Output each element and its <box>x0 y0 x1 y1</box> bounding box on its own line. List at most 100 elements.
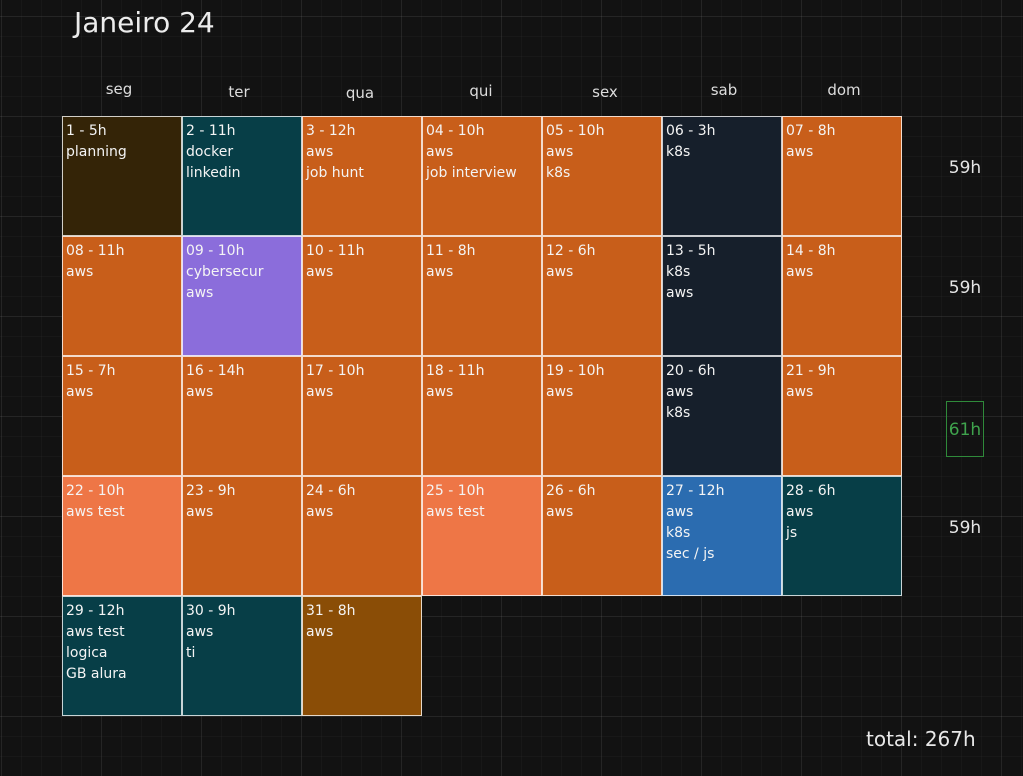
grand-total[interactable]: total: 267h <box>866 727 976 751</box>
day-activity: aws <box>186 384 214 400</box>
day-cell[interactable]: 30 - 9h aws ti <box>182 596 302 716</box>
day-activity: aws <box>306 504 334 520</box>
day-cell[interactable]: 21 - 9h aws <box>782 356 902 476</box>
week-total[interactable]: 59h <box>948 278 982 298</box>
day-cell[interactable]: 2 - 11h docker linkedin <box>182 116 302 236</box>
day-cell[interactable]: 06 - 3h k8s <box>662 116 782 236</box>
weekday-label-sab[interactable]: sab <box>710 81 738 99</box>
day-header: 20 - 6h <box>666 363 716 379</box>
day-cell[interactable]: 26 - 6h aws <box>542 476 662 596</box>
day-activity: aws <box>546 264 574 280</box>
day-cell[interactable]: 25 - 10h aws test <box>422 476 542 596</box>
day-cell[interactable]: 23 - 9h aws <box>182 476 302 596</box>
day-header: 30 - 9h <box>186 603 236 619</box>
day-activity: js <box>786 525 798 541</box>
day-cell[interactable]: 29 - 12h aws test logica GB alura <box>62 596 182 716</box>
day-activity: aws <box>546 504 574 520</box>
day-cell[interactable]: 17 - 10h aws <box>302 356 422 476</box>
day-header: 24 - 6h <box>306 483 356 499</box>
day-activity: aws <box>666 285 694 301</box>
day-cell[interactable]: 18 - 11h aws <box>422 356 542 476</box>
day-activity: GB alura <box>66 666 127 682</box>
day-activity: aws <box>546 144 574 160</box>
day-activity: aws <box>306 384 334 400</box>
day-activity: aws <box>426 384 454 400</box>
day-header: 22 - 10h <box>66 483 125 499</box>
day-cell[interactable]: 14 - 8h aws <box>782 236 902 356</box>
day-activity: aws <box>666 384 694 400</box>
day-activity: aws <box>786 264 814 280</box>
weekday-label-ter[interactable]: ter <box>228 83 250 101</box>
day-activity: k8s <box>666 405 691 421</box>
day-header: 17 - 10h <box>306 363 365 379</box>
day-cell[interactable]: 11 - 8h aws <box>422 236 542 356</box>
day-cell[interactable]: 28 - 6h aws js <box>782 476 902 596</box>
day-cell[interactable]: 09 - 10h cybersecur aws <box>182 236 302 356</box>
day-cell[interactable]: 27 - 12h aws k8s sec / js <box>662 476 782 596</box>
day-cell[interactable]: 08 - 11h aws <box>62 236 182 356</box>
day-activity: aws <box>186 504 214 520</box>
day-activity: aws test <box>426 504 485 520</box>
day-header: 09 - 10h <box>186 243 245 259</box>
day-activity: aws <box>426 264 454 280</box>
day-cell[interactable]: 05 - 10h aws k8s <box>542 116 662 236</box>
day-header: 3 - 12h <box>306 123 356 139</box>
day-activity: aws <box>546 384 574 400</box>
day-activity: cybersecur <box>186 264 264 280</box>
day-cell[interactable]: 1 - 5h planning <box>62 116 182 236</box>
day-cell[interactable]: 24 - 6h aws <box>302 476 422 596</box>
day-activity: sec / js <box>666 546 715 562</box>
day-cell[interactable]: 19 - 10h aws <box>542 356 662 476</box>
day-header: 08 - 11h <box>66 243 125 259</box>
day-cell[interactable]: 07 - 8h aws <box>782 116 902 236</box>
day-header: 11 - 8h <box>426 243 476 259</box>
day-cell[interactable]: 3 - 12h aws job hunt <box>302 116 422 236</box>
day-activity: k8s <box>666 525 691 541</box>
day-cell[interactable]: 12 - 6h aws <box>542 236 662 356</box>
day-header: 14 - 8h <box>786 243 836 259</box>
weekday-label-qui[interactable]: qui <box>469 82 493 100</box>
day-activity: aws test <box>66 504 125 520</box>
day-activity: linkedin <box>186 165 241 181</box>
day-activity: job hunt <box>306 165 364 181</box>
page-title[interactable]: Janeiro 24 <box>74 6 215 39</box>
day-activity: aws <box>186 285 214 301</box>
day-header: 18 - 11h <box>426 363 485 379</box>
day-header: 28 - 6h <box>786 483 836 499</box>
weekday-label-qua[interactable]: qua <box>345 84 375 102</box>
day-header: 15 - 7h <box>66 363 116 379</box>
day-header: 29 - 12h <box>66 603 125 619</box>
day-cell[interactable]: 22 - 10h aws test <box>62 476 182 596</box>
day-activity: aws <box>66 384 94 400</box>
day-activity: aws <box>786 144 814 160</box>
day-cell[interactable]: 04 - 10h aws job interview <box>422 116 542 236</box>
day-header: 05 - 10h <box>546 123 605 139</box>
day-header: 2 - 11h <box>186 123 236 139</box>
day-activity: k8s <box>666 264 691 280</box>
day-cell[interactable]: 13 - 5h k8s aws <box>662 236 782 356</box>
weekday-label-dom[interactable]: dom <box>827 81 861 99</box>
day-cell[interactable]: 10 - 11h aws <box>302 236 422 356</box>
day-activity: aws <box>786 504 814 520</box>
day-header: 26 - 6h <box>546 483 596 499</box>
day-activity: docker <box>186 144 234 160</box>
day-activity: k8s <box>666 144 691 160</box>
week-total[interactable]: 61h <box>946 401 984 457</box>
day-activity: logica <box>66 645 108 661</box>
weekday-label-sex[interactable]: sex <box>592 83 618 101</box>
day-activity: aws <box>666 504 694 520</box>
day-header: 07 - 8h <box>786 123 836 139</box>
day-header: 31 - 8h <box>306 603 356 619</box>
day-cell[interactable]: 15 - 7h aws <box>62 356 182 476</box>
week-total[interactable]: 59h <box>948 518 982 538</box>
day-header: 19 - 10h <box>546 363 605 379</box>
day-cell[interactable]: 31 - 8h aws <box>302 596 422 716</box>
day-activity: k8s <box>546 165 571 181</box>
weekday-label-seg[interactable]: seg <box>105 80 133 98</box>
day-activity: planning <box>66 144 127 160</box>
day-cell[interactable]: 20 - 6h aws k8s <box>662 356 782 476</box>
week-total[interactable]: 59h <box>948 158 982 178</box>
day-cell[interactable]: 16 - 14h aws <box>182 356 302 476</box>
day-header: 1 - 5h <box>66 123 107 139</box>
day-header: 12 - 6h <box>546 243 596 259</box>
